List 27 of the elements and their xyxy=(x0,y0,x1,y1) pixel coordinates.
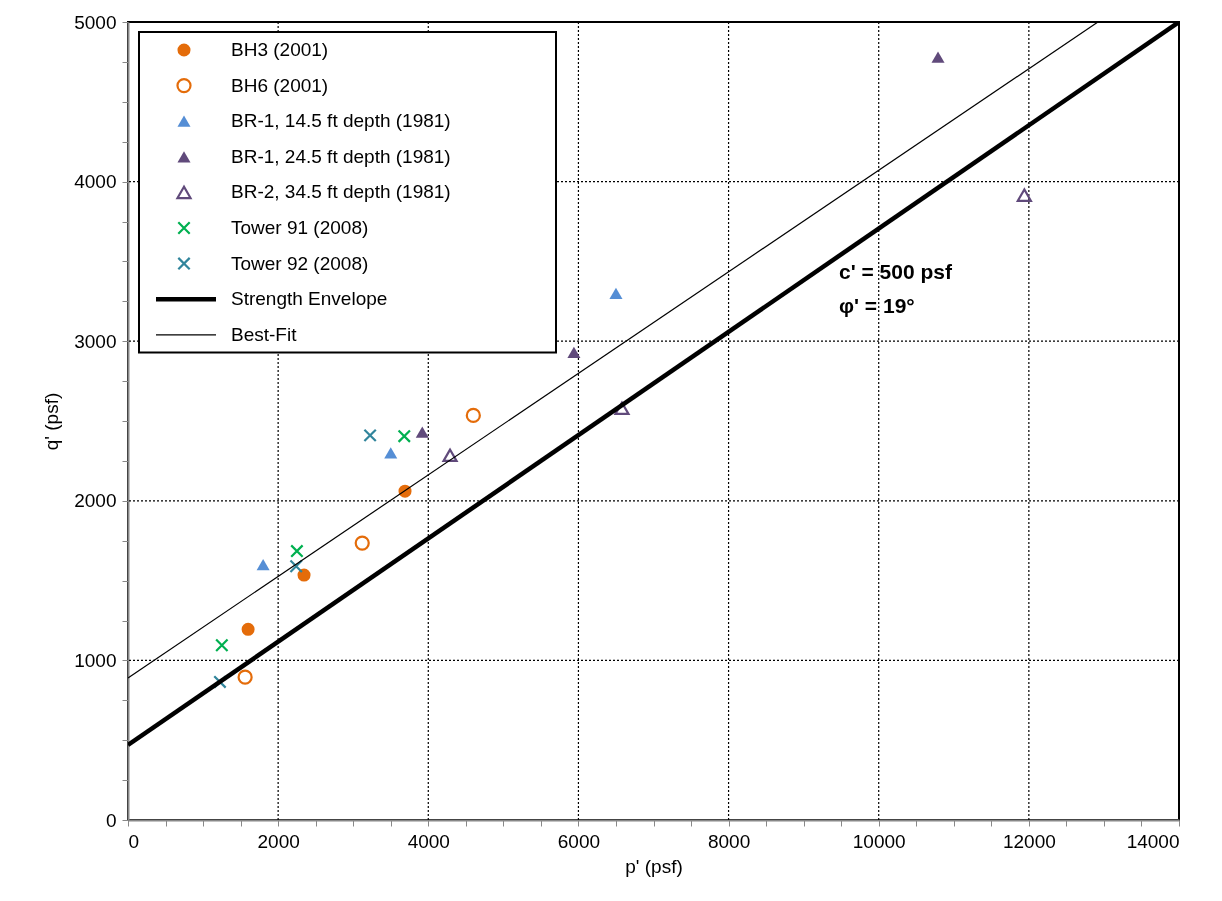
x-tick-label: 0 xyxy=(128,830,140,852)
annotation: c' = 500 psf xyxy=(839,260,953,283)
y-tick-label: 4000 xyxy=(74,171,117,193)
y-tick-label: 1000 xyxy=(74,649,117,671)
x-tick-label: 10000 xyxy=(852,830,906,852)
legend-label: Tower 92 (2008) xyxy=(231,252,369,274)
x-tick-label: 14000 xyxy=(1126,830,1180,852)
x-tick-label: 2000 xyxy=(257,830,300,852)
legend-label: BH6 (2001) xyxy=(231,74,329,96)
x-tick-label: 4000 xyxy=(407,830,450,852)
legend-label: BR-1, 24.5 ft depth (1981) xyxy=(231,145,451,167)
legend-label: Strength Envelope xyxy=(231,288,388,310)
x-axis-title: p' (psf) xyxy=(625,855,683,877)
legend-label: BH3 (2001) xyxy=(231,39,329,60)
annotation: φ' = 19° xyxy=(839,294,915,317)
x-tick-label: 12000 xyxy=(1002,830,1056,852)
legend-label: Tower 91 (2008) xyxy=(231,217,369,238)
legend-label: BR-2, 34.5 ft depth (1981) xyxy=(231,181,451,203)
x-tick-label: 8000 xyxy=(707,830,751,852)
x-tick-label: 6000 xyxy=(557,830,601,852)
y-tick-label: 2000 xyxy=(74,490,117,512)
y-tick-label: 3000 xyxy=(74,330,117,352)
y-tick-label: 0 xyxy=(105,809,117,831)
y-axis-title: q' (psf) xyxy=(41,392,63,451)
y-tick-label: 5000 xyxy=(74,11,117,33)
legend-label: BR-1, 14.5 ft depth (1981) xyxy=(231,110,451,132)
legend-label: Best-Fit xyxy=(231,323,298,345)
